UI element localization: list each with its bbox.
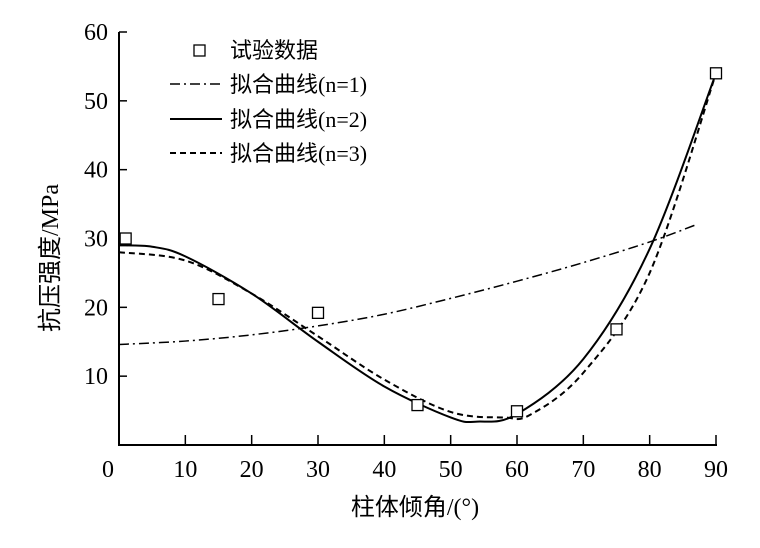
x-tick-label: 0	[102, 457, 114, 483]
x-tick-label: 80	[638, 457, 662, 483]
curves	[118, 72, 717, 424]
y-tick-label: 30	[84, 227, 108, 253]
fit-curve-n2	[118, 72, 717, 424]
y-tick-label: 20	[84, 295, 108, 321]
fit-curve-n3	[118, 72, 717, 421]
legend-label-n1: 拟合曲线(n=1)	[230, 72, 367, 97]
data-point	[212, 292, 225, 306]
x-tick-label: 70	[571, 457, 595, 483]
x-tick-label: 10	[173, 457, 197, 483]
data-point	[510, 405, 524, 418]
y-tick-label: 10	[84, 364, 108, 390]
x-tick-label: 50	[439, 457, 463, 483]
y-tick-label: 40	[84, 158, 108, 184]
legend-marker-data	[193, 44, 206, 57]
fit-curve-n1	[118, 224, 697, 346]
y-tick-label: 50	[84, 89, 108, 115]
data-point	[709, 67, 723, 80]
legend-label-n3: 拟合曲线(n=3)	[230, 141, 367, 166]
data-points	[119, 67, 723, 418]
data-point	[610, 323, 623, 336]
legend: 试验数据 拟合曲线(n=1) 拟合曲线(n=2) 拟合曲线(n=3)	[170, 38, 367, 166]
y-tick-label: 60	[84, 20, 108, 46]
data-point	[411, 398, 424, 412]
x-tick-label: 40	[372, 457, 396, 483]
x-tick-label: 90	[704, 457, 728, 483]
axes: 0 10 20 30 40 50 60 70 80 90 10 20 30 40 50 60	[84, 20, 728, 483]
data-point	[119, 232, 132, 245]
legend-label-data: 试验数据	[230, 38, 318, 63]
data-point	[311, 306, 325, 319]
x-tick-label: 30	[306, 457, 330, 483]
x-tick-label: 60	[505, 457, 529, 483]
x-tick-label: 20	[240, 457, 264, 483]
x-axis-label: 柱体倾角/(°)	[351, 494, 479, 521]
legend-label-n2: 拟合曲线(n=2)	[230, 107, 367, 132]
y-axis-label: 抗压强度/MPa	[37, 184, 64, 332]
